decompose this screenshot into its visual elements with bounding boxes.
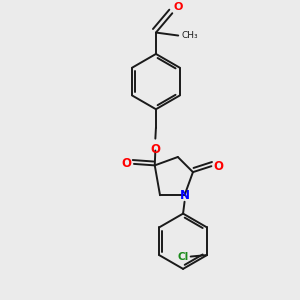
Text: Cl: Cl: [177, 251, 188, 262]
Text: O: O: [214, 160, 224, 173]
Text: O: O: [121, 158, 131, 170]
Text: O: O: [150, 142, 160, 155]
Text: N: N: [180, 189, 190, 202]
Text: O: O: [173, 2, 183, 12]
Text: CH₃: CH₃: [182, 31, 198, 40]
